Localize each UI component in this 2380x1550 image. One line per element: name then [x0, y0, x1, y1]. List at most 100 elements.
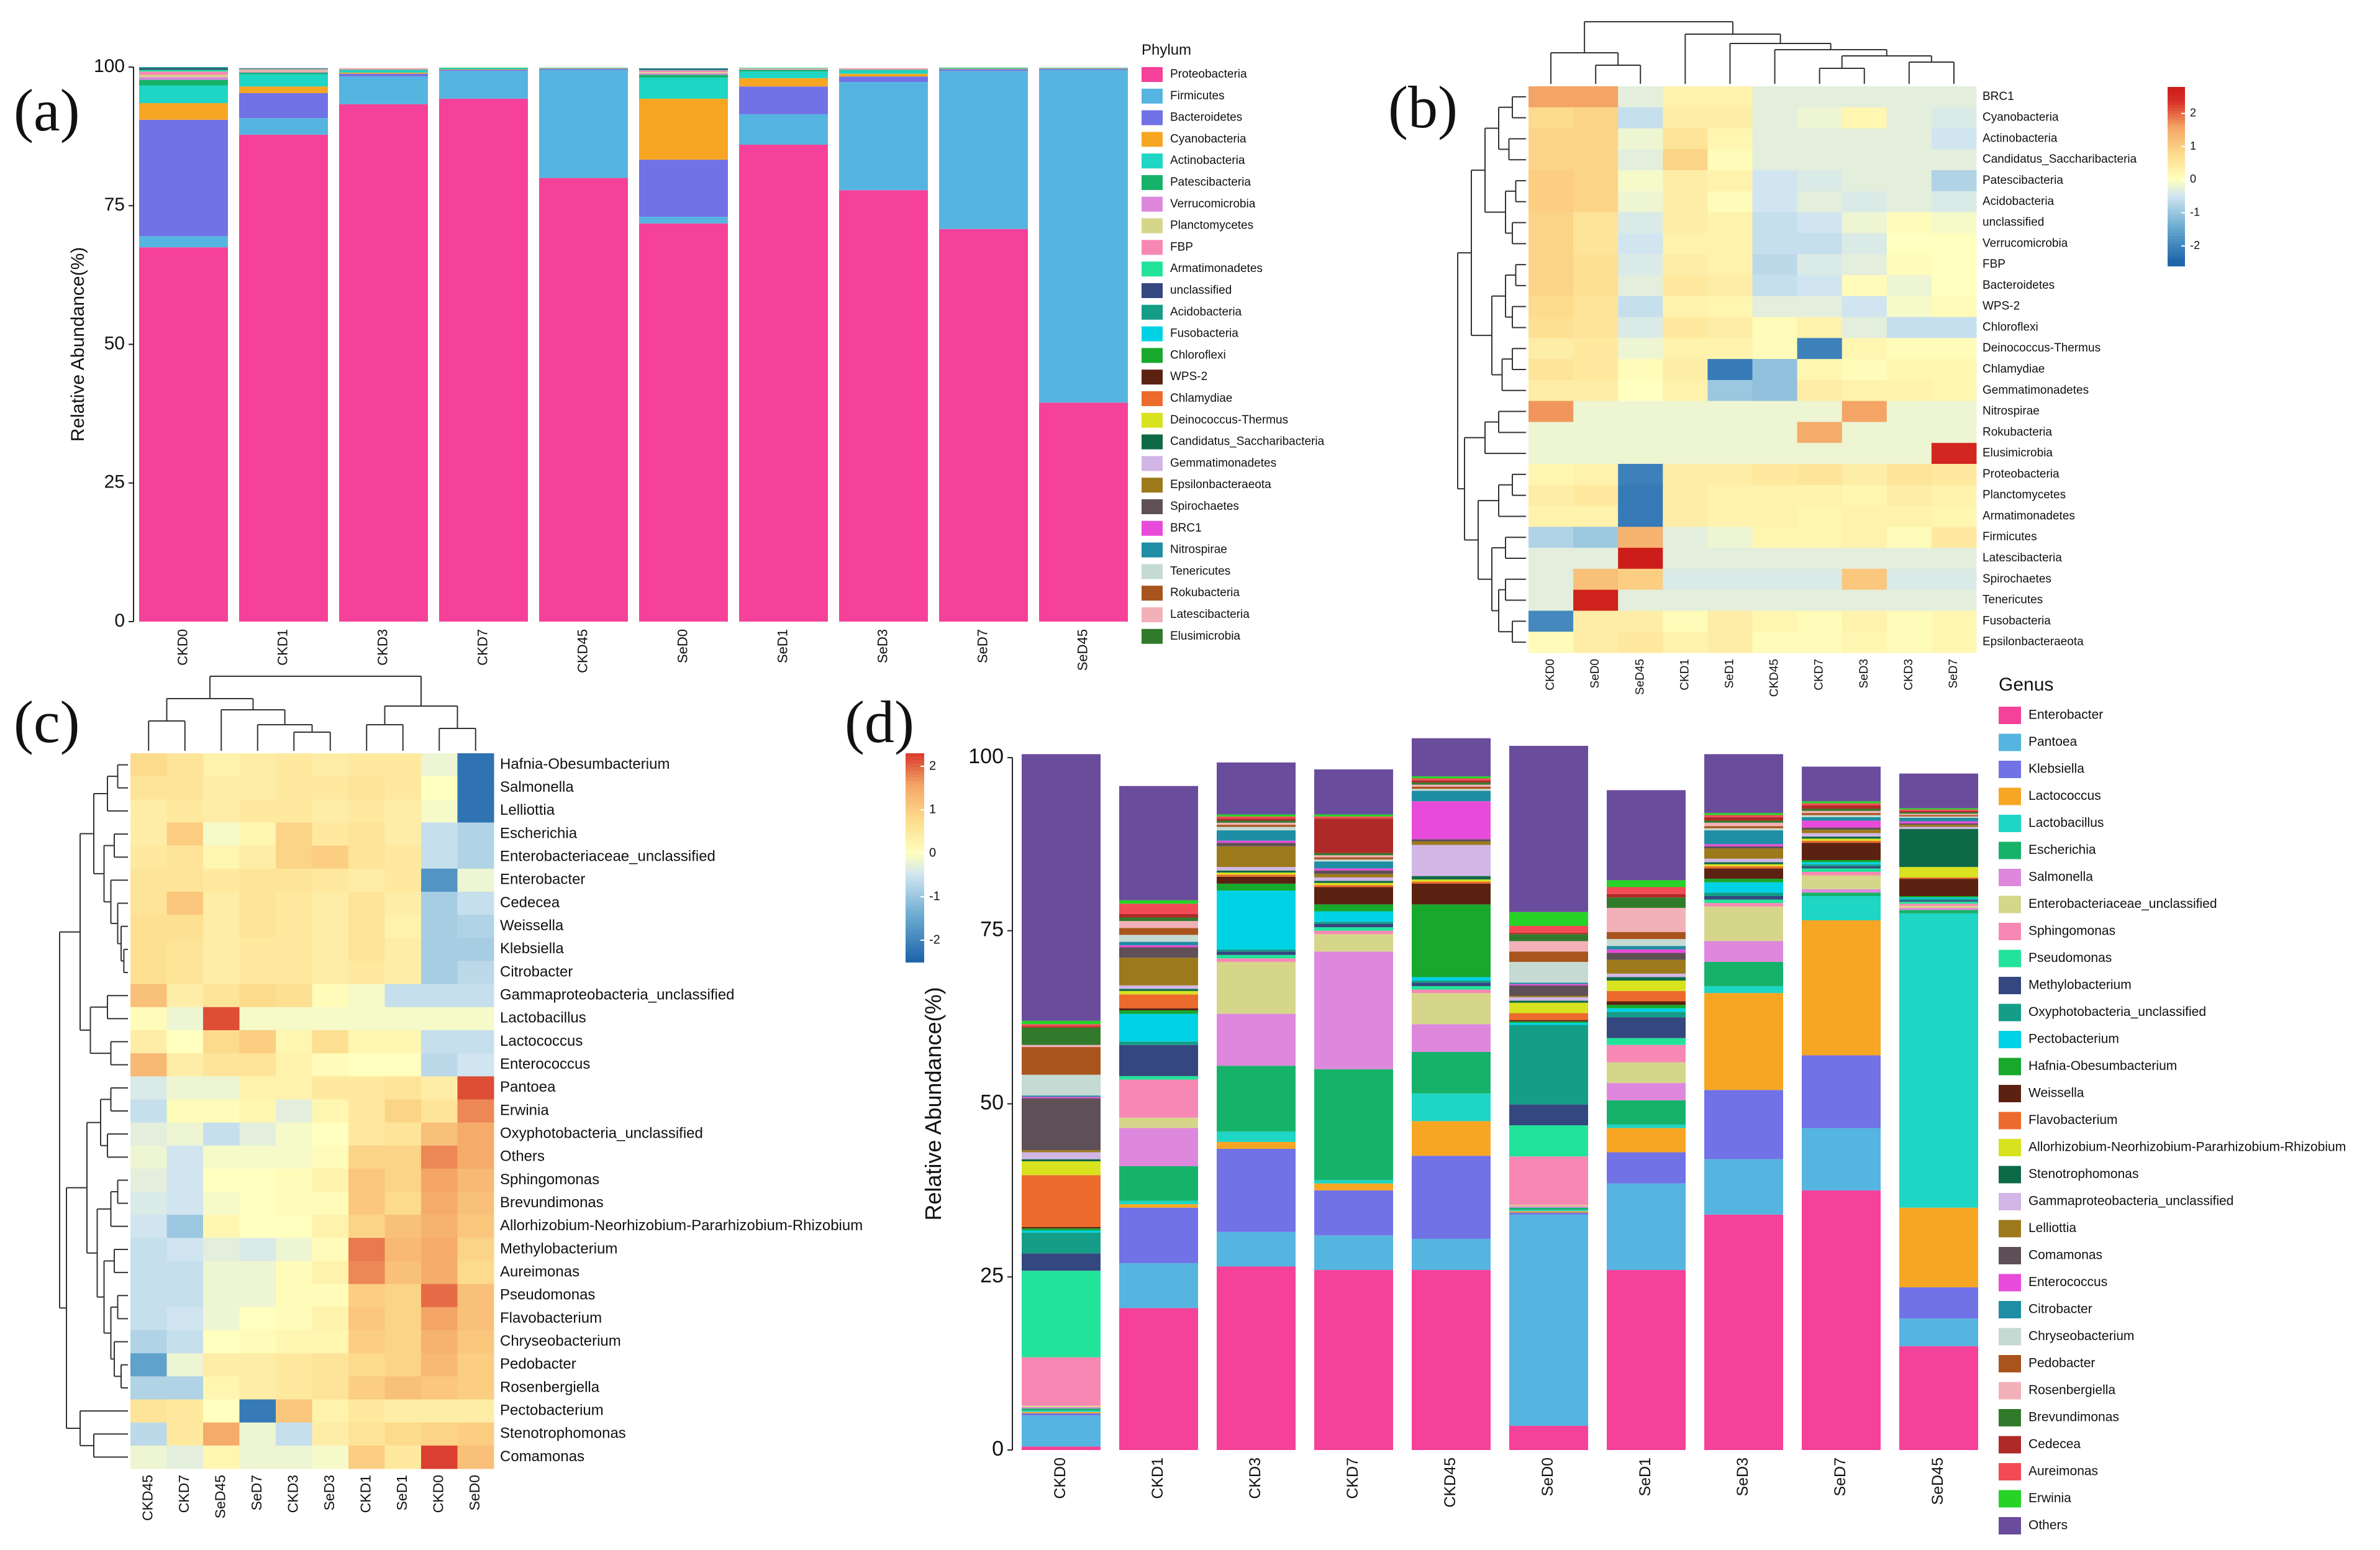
- legend-swatch-flavobacterium: [1999, 1112, 2021, 1130]
- column-label: CKD1: [1678, 659, 1691, 691]
- row-label: Pectobacterium: [500, 1402, 604, 1418]
- bar-sed3-lactobacillus: [1704, 986, 1783, 994]
- heat-cell-cedecea-sed0: [457, 891, 494, 915]
- heat-cell-firmicutes-sed0: [1573, 527, 1619, 548]
- legend-label: Cyanobacteria: [1170, 132, 1247, 145]
- heat-cell-erwinia-ckd45: [130, 1099, 167, 1123]
- row-label: Bacteroidetes: [1983, 279, 2055, 292]
- heat-cell-chlamydiae-sed7: [1931, 359, 1977, 381]
- heat-cell-firmicutes-ckd7: [1797, 527, 1843, 548]
- bar-ckd7-sphingomonas: [1314, 930, 1393, 935]
- heat-cell-latescibacteria-ckd7: [1797, 548, 1843, 569]
- bar-sed1-sphingomonas: [1607, 1045, 1686, 1063]
- heat-cell-pectobacterium-sed3: [312, 1399, 349, 1423]
- heat-cell-patescibacteria-ckd7: [1797, 170, 1843, 192]
- heat-cell-oxyphotobacteria-unclassified-sed3: [312, 1122, 349, 1146]
- bar-ckd7-rosenbergiella: [1314, 855, 1393, 858]
- bar-sed45-pedobacter: [1899, 815, 1978, 817]
- colorbar-segment: [2168, 194, 2185, 198]
- heat-cell-unclassified-sed1: [1707, 212, 1753, 233]
- legend-swatch-klebsiella: [1999, 761, 2021, 778]
- heat-cell-epsilonbacteraeota-ckd7: [1797, 632, 1843, 653]
- heat-cell-enterobacteriaceae-unclassified-sed45: [203, 845, 240, 869]
- heat-cell-tenericutes-sed45: [1618, 589, 1663, 611]
- bar-ckd45-rosenbergiella: [1412, 784, 1491, 787]
- heat-cell-hafnia-obesumbacterium-ckd45: [130, 753, 167, 777]
- heat-cell-pantoea-sed0: [457, 1076, 494, 1100]
- heat-cell-allorhizobium-neorhizobium-pararhizobium-rhizobium-ckd0: [421, 1215, 458, 1238]
- heat-cell-tenericutes-sed0: [1573, 589, 1619, 611]
- heat-cell-sphingomonas-ckd45: [130, 1168, 167, 1192]
- heat-cell-weissella-ckd1: [348, 915, 385, 938]
- colorbar-segment: [2168, 200, 2185, 204]
- heat-cell-flavobacterium-ckd7: [166, 1307, 204, 1331]
- heat-cell-stenotrophomonas-ckd7: [166, 1422, 204, 1446]
- colorbar-segment: [906, 809, 924, 814]
- bar-ckd7-salmonella: [1314, 951, 1393, 1069]
- bar-sed0-gammaproteobacteria-unclassified: [1509, 997, 1588, 1001]
- row-label: Gammaproteobacteria_unclassified: [500, 987, 735, 1004]
- bar-ckd0-pectobacterium: [1022, 1230, 1101, 1233]
- column-label: SeD45: [212, 1475, 228, 1518]
- bar-ckd7-citrobacter: [1314, 861, 1393, 869]
- bar-sed45-weissella: [1899, 879, 1978, 896]
- heat-cell-escherichia-sed3: [312, 822, 349, 846]
- heat-cell-salmonella-ckd7: [166, 776, 204, 800]
- bar-sed3-firmicutes: [839, 82, 928, 191]
- heat-cell-salmonella-ckd3: [276, 776, 312, 800]
- heat-cell-wps-2-ckd7: [1797, 296, 1843, 318]
- heat-cell-chlamydiae-ckd1: [1663, 359, 1708, 381]
- heat-cell-fusobacteria-ckd45: [1752, 610, 1798, 632]
- bar-sed1-planctomycetes: [739, 68, 828, 70]
- heat-cell-acidobacteria-sed45: [1618, 191, 1663, 213]
- bar-sed3-others: [1704, 754, 1783, 814]
- heat-cell-salmonella-sed7: [239, 776, 276, 800]
- heat-cell-lactococcus-sed3: [312, 1030, 349, 1054]
- colorbar-segment: [2168, 245, 2185, 249]
- heat-cell-sphingomonas-ckd1: [348, 1168, 385, 1192]
- bar-ckd0-unclassified: [139, 68, 228, 70]
- bar-ckd1-enterobacteriaceae-unclassified: [1119, 1117, 1198, 1128]
- bar-sed45-pantoea: [1899, 1318, 1978, 1346]
- heat-cell-latescibacteria-ckd1: [1663, 548, 1708, 569]
- colorbar-segment: [906, 945, 924, 949]
- heat-cell-klebsiella-sed1: [384, 938, 422, 961]
- bar-ckd0-klebsiella: [1022, 1413, 1101, 1416]
- heat-cell-brevundimonas-sed3: [312, 1192, 349, 1215]
- bar-ckd1-others: [1119, 786, 1198, 900]
- row-label: Citrobacter: [500, 963, 573, 980]
- heat-cell-proteobacteria-sed1: [1707, 464, 1753, 486]
- heat-cell-actinobacteria-sed1: [1707, 128, 1753, 150]
- heat-cell-patescibacteria-ckd45: [1752, 170, 1798, 192]
- legend-label: Chlamydiae: [1170, 392, 1232, 405]
- heat-cell-planctomycetes-sed45: [1618, 484, 1663, 507]
- colorbar-segment: [2168, 176, 2185, 180]
- bar-ckd0-bacteroidetes: [139, 119, 228, 237]
- bar-ckd0-methylobacterium: [1022, 1253, 1101, 1271]
- heat-cell-sphingomonas-sed45: [203, 1168, 240, 1192]
- column-label: SeD0: [466, 1475, 483, 1511]
- bar-ckd0-lelliottia: [1022, 1150, 1101, 1153]
- heat-cell-candidatus-saccharibacteria-ckd0: [1528, 149, 1574, 171]
- heat-cell-stenotrophomonas-ckd3: [276, 1422, 312, 1446]
- bar-sed7-lelliottia: [1802, 829, 1881, 833]
- heat-cell-pectobacterium-ckd45: [130, 1399, 167, 1423]
- heat-cell-escherichia-sed45: [203, 822, 240, 846]
- colorbar-segment: [906, 889, 924, 893]
- heat-cell-hafnia-obesumbacterium-ckd3: [276, 753, 312, 777]
- heat-cell-firmicutes-sed7: [1931, 527, 1977, 548]
- colorbar-segment: [2168, 111, 2185, 115]
- bar-ckd3-salmonella: [1217, 1013, 1296, 1066]
- heat-cell-planctomycetes-sed0: [1573, 484, 1619, 507]
- heat-cell-klebsiella-sed7: [239, 938, 276, 961]
- heat-cell-nitrospirae-ckd0: [1528, 401, 1574, 422]
- legend-label: Deinococcus-Thermus: [1170, 414, 1288, 427]
- colorbar-segment: [906, 815, 924, 820]
- heat-cell-armatimonadetes-sed0: [1573, 505, 1619, 527]
- heat-cell-pectobacterium-sed7: [239, 1399, 276, 1423]
- heat-cell-lactococcus-ckd1: [348, 1030, 385, 1054]
- heat-cell-chryseobacterium-sed0: [457, 1330, 494, 1354]
- bar-sed7-hafnia-obesumbacterium: [1802, 860, 1881, 863]
- heat-cell-rokubacteria-sed45: [1618, 422, 1663, 443]
- row-label: Brevundimonas: [500, 1194, 604, 1211]
